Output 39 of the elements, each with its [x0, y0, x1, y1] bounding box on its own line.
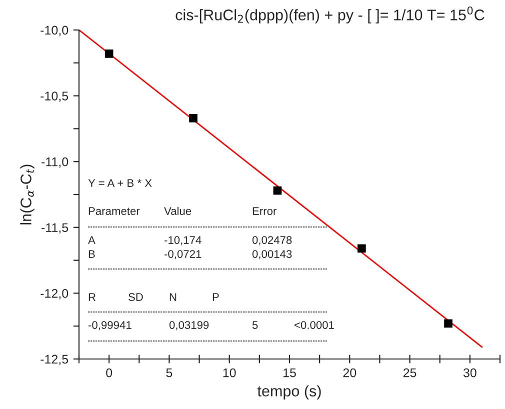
annotation: -0,99941 — [88, 321, 132, 330]
annotation: SD — [128, 293, 143, 301]
y-tick-label: -11,0 — [42, 157, 68, 168]
x-axis-title: tempo (s) — [257, 385, 321, 400]
x-tick-label: 5 — [166, 368, 172, 378]
point — [273, 186, 282, 195]
annotation: 5 — [252, 321, 258, 329]
y-tick-label: -10,5 — [40, 92, 68, 102]
annotation: P — [212, 293, 219, 301]
annotation: B — [88, 250, 95, 258]
annotation: -10,174 — [164, 236, 202, 246]
annotation: -0,0721 — [164, 250, 202, 260]
annotation: Value — [164, 206, 192, 215]
annotation: N — [170, 293, 176, 301]
x-tick-label: 30 — [463, 368, 476, 378]
annotation: 0,03199 — [169, 321, 209, 330]
annotation: Parameter — [88, 207, 140, 215]
x-tick-label: 20 — [343, 368, 356, 378]
annotation: 0,02478 — [252, 236, 292, 246]
annotation: A — [88, 236, 96, 244]
annotation: R — [88, 293, 96, 301]
point — [444, 319, 452, 328]
y-tick-label: -12,5 — [40, 354, 68, 366]
y-tick-label: -12,0 — [40, 289, 68, 300]
annotation: Y = A + B * X — [88, 179, 152, 187]
point — [104, 50, 114, 58]
annotation: Error — [252, 207, 277, 215]
x-tick-label: 25 — [403, 368, 416, 378]
x-tick-label: 10 — [223, 368, 236, 378]
point — [189, 114, 198, 122]
annotation: 0,00143 — [252, 250, 292, 260]
y-tick-label: -11,5 — [42, 223, 68, 234]
x-tick-label: 0 — [106, 368, 112, 378]
y-tick-label: -10,0 — [40, 26, 68, 36]
point — [358, 244, 366, 253]
y-axis-title: ln(C$_{α}$-C$_{t}$) — [20, 164, 34, 224]
chart-title: cis-[RuCl$_{2}$(dppp)(fen) + py - [ ]= 1/10 T= 15$^{0}$C — [176, 6, 484, 24]
x-tick-label: 15 — [284, 368, 296, 378]
annotation: <0.0001 — [294, 321, 334, 329]
